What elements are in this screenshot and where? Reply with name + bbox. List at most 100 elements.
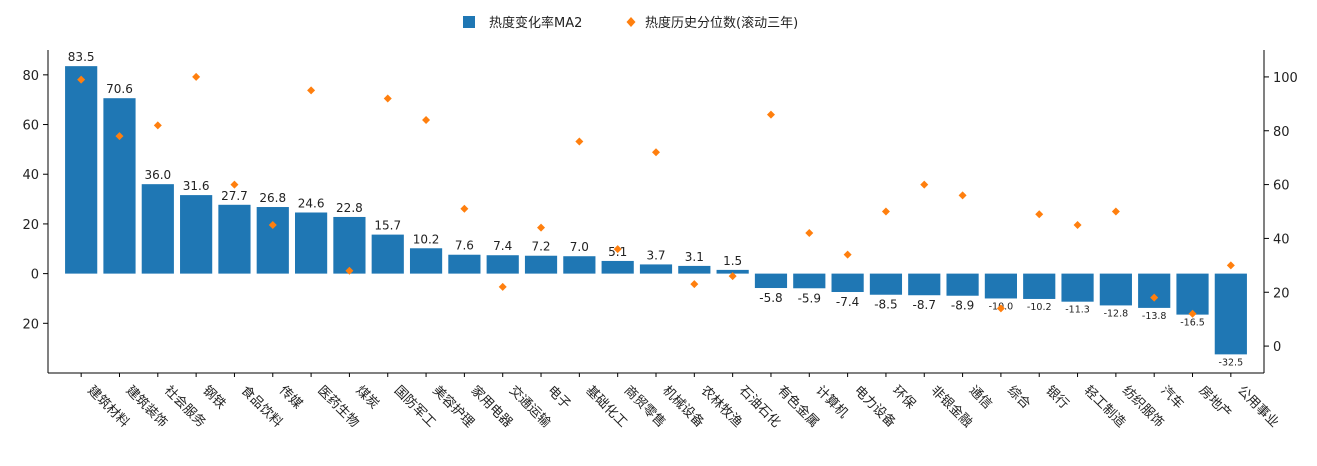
scatter-point bbox=[958, 191, 967, 200]
bar bbox=[1061, 273, 1094, 302]
bar bbox=[409, 248, 443, 274]
bar bbox=[180, 195, 213, 274]
bar-labels-group: 83.5 70.6 36.0 31.6 27.7 26.8 24.6 22.8 15.7 10.2… bbox=[68, 50, 1243, 368]
left-tick-label: 40 bbox=[22, 168, 39, 183]
scatter-point bbox=[881, 207, 890, 216]
bar-value-label: -10.2 bbox=[1027, 302, 1052, 313]
scatter-point bbox=[690, 280, 699, 289]
scatter-point bbox=[1073, 220, 1082, 229]
scatter-point bbox=[843, 250, 852, 259]
bar-value-label: -8.9 bbox=[951, 299, 974, 313]
scatter-point bbox=[1188, 309, 1197, 318]
x-tick-label: 传媒 bbox=[276, 383, 305, 412]
scatter-point bbox=[268, 220, 277, 229]
bar bbox=[524, 255, 558, 274]
x-tick-label: 基础化工 bbox=[583, 383, 630, 430]
x-tick-label: 交通运输 bbox=[506, 383, 554, 431]
right-tick-label: 80 bbox=[1273, 125, 1290, 140]
bar-value-label: -5.9 bbox=[798, 291, 821, 305]
bar-value-label: 26.8 bbox=[259, 191, 286, 205]
bar-value-label: 27.7 bbox=[221, 189, 248, 203]
scatter-point bbox=[996, 304, 1005, 313]
x-tick-label: 石油石化 bbox=[736, 383, 783, 430]
scatter-point bbox=[575, 137, 584, 146]
x-tick-label: 银行 bbox=[1042, 383, 1071, 412]
scatter-point bbox=[498, 282, 507, 291]
bar-value-label: 3.7 bbox=[646, 248, 665, 262]
bar-value-label: 22.8 bbox=[336, 201, 363, 215]
bar bbox=[946, 273, 979, 296]
bar-value-label: 7.2 bbox=[531, 240, 550, 254]
left-axis-ticks: 20 0 20 40 60 80 bbox=[22, 69, 48, 332]
bar bbox=[1214, 273, 1247, 355]
bar bbox=[601, 260, 634, 274]
bar-value-label: -16.5 bbox=[1180, 318, 1205, 329]
scatter-point bbox=[1035, 210, 1044, 219]
scatter-point bbox=[345, 266, 354, 275]
scatter-point bbox=[1226, 261, 1235, 270]
bar bbox=[65, 66, 98, 274]
scatter-point bbox=[1111, 207, 1120, 216]
legend-bar-swatch bbox=[463, 16, 475, 28]
scatter-point bbox=[383, 94, 392, 103]
bar bbox=[908, 273, 941, 296]
bar bbox=[831, 273, 864, 293]
x-tick-label: 电力设备 bbox=[851, 383, 899, 431]
x-tick-label: 非银金融 bbox=[927, 383, 975, 431]
bar-value-label: -5.8 bbox=[759, 291, 782, 305]
bar bbox=[486, 255, 519, 274]
right-axis-ticks: 0 20 40 60 80 100 bbox=[1264, 71, 1298, 355]
scatter-point bbox=[192, 72, 201, 81]
bar-value-label: 83.5 bbox=[68, 50, 95, 64]
x-tick-label: 环保 bbox=[889, 383, 918, 412]
x-tick-label: 电子 bbox=[544, 383, 573, 412]
bar bbox=[1099, 273, 1132, 306]
scatter-point bbox=[728, 272, 737, 281]
scatter-point bbox=[230, 180, 239, 189]
bar bbox=[639, 264, 673, 274]
left-tick-label: 20 bbox=[22, 218, 39, 233]
bar bbox=[1023, 273, 1056, 299]
left-tick-label: 80 bbox=[22, 69, 39, 84]
bar-value-label: -32.5 bbox=[1219, 357, 1244, 368]
bar-value-label: 7.0 bbox=[570, 240, 589, 254]
bar-value-label: 31.6 bbox=[183, 179, 210, 193]
scatter-point bbox=[613, 245, 622, 254]
scatter-point bbox=[652, 148, 660, 157]
bars-group bbox=[65, 66, 1247, 355]
scatter-point bbox=[1150, 293, 1159, 302]
x-tick-label: 房地产 bbox=[1196, 383, 1235, 422]
bar-value-label: 7.6 bbox=[455, 239, 474, 253]
scatter-point bbox=[805, 229, 814, 238]
x-tick-label: 综合 bbox=[1004, 383, 1033, 412]
bar-value-label: 1.5 bbox=[723, 254, 742, 268]
right-tick-label: 0 bbox=[1273, 340, 1281, 355]
x-tick-label: 商贸零售 bbox=[621, 383, 669, 431]
x-tick-label: 医药生物 bbox=[314, 383, 361, 430]
x-tick-label: 机械设备 bbox=[659, 383, 707, 431]
bar-value-label: 24.6 bbox=[298, 196, 325, 210]
bar-value-label: 36.0 bbox=[144, 168, 171, 182]
legend-scatter-label: 热度历史分位数(滚动三年) bbox=[645, 15, 798, 31]
scatter-point bbox=[153, 121, 162, 130]
bar-value-label: 3.1 bbox=[685, 250, 704, 264]
scatter-point bbox=[537, 223, 546, 232]
bar bbox=[141, 184, 174, 274]
x-tick-label: 有色金属 bbox=[774, 383, 822, 431]
bar bbox=[678, 265, 711, 274]
x-tick-label: 轻工制造 bbox=[1081, 383, 1128, 430]
right-tick-label: 40 bbox=[1273, 232, 1290, 247]
scatter-point bbox=[920, 180, 929, 189]
bar bbox=[984, 273, 1017, 299]
bar-value-label: -7.4 bbox=[836, 295, 859, 309]
bar-value-label: -11.3 bbox=[1065, 305, 1090, 316]
bar-value-label: 7.4 bbox=[493, 239, 512, 253]
legend: 热度变化率MA2 热度历史分位数(滚动三年) bbox=[463, 15, 798, 31]
scatter-point bbox=[77, 75, 86, 84]
x-tick-label: 建筑装饰 bbox=[123, 383, 171, 431]
x-tick-label: 纺织服饰 bbox=[1119, 383, 1166, 430]
left-tick-label: 60 bbox=[22, 119, 39, 134]
